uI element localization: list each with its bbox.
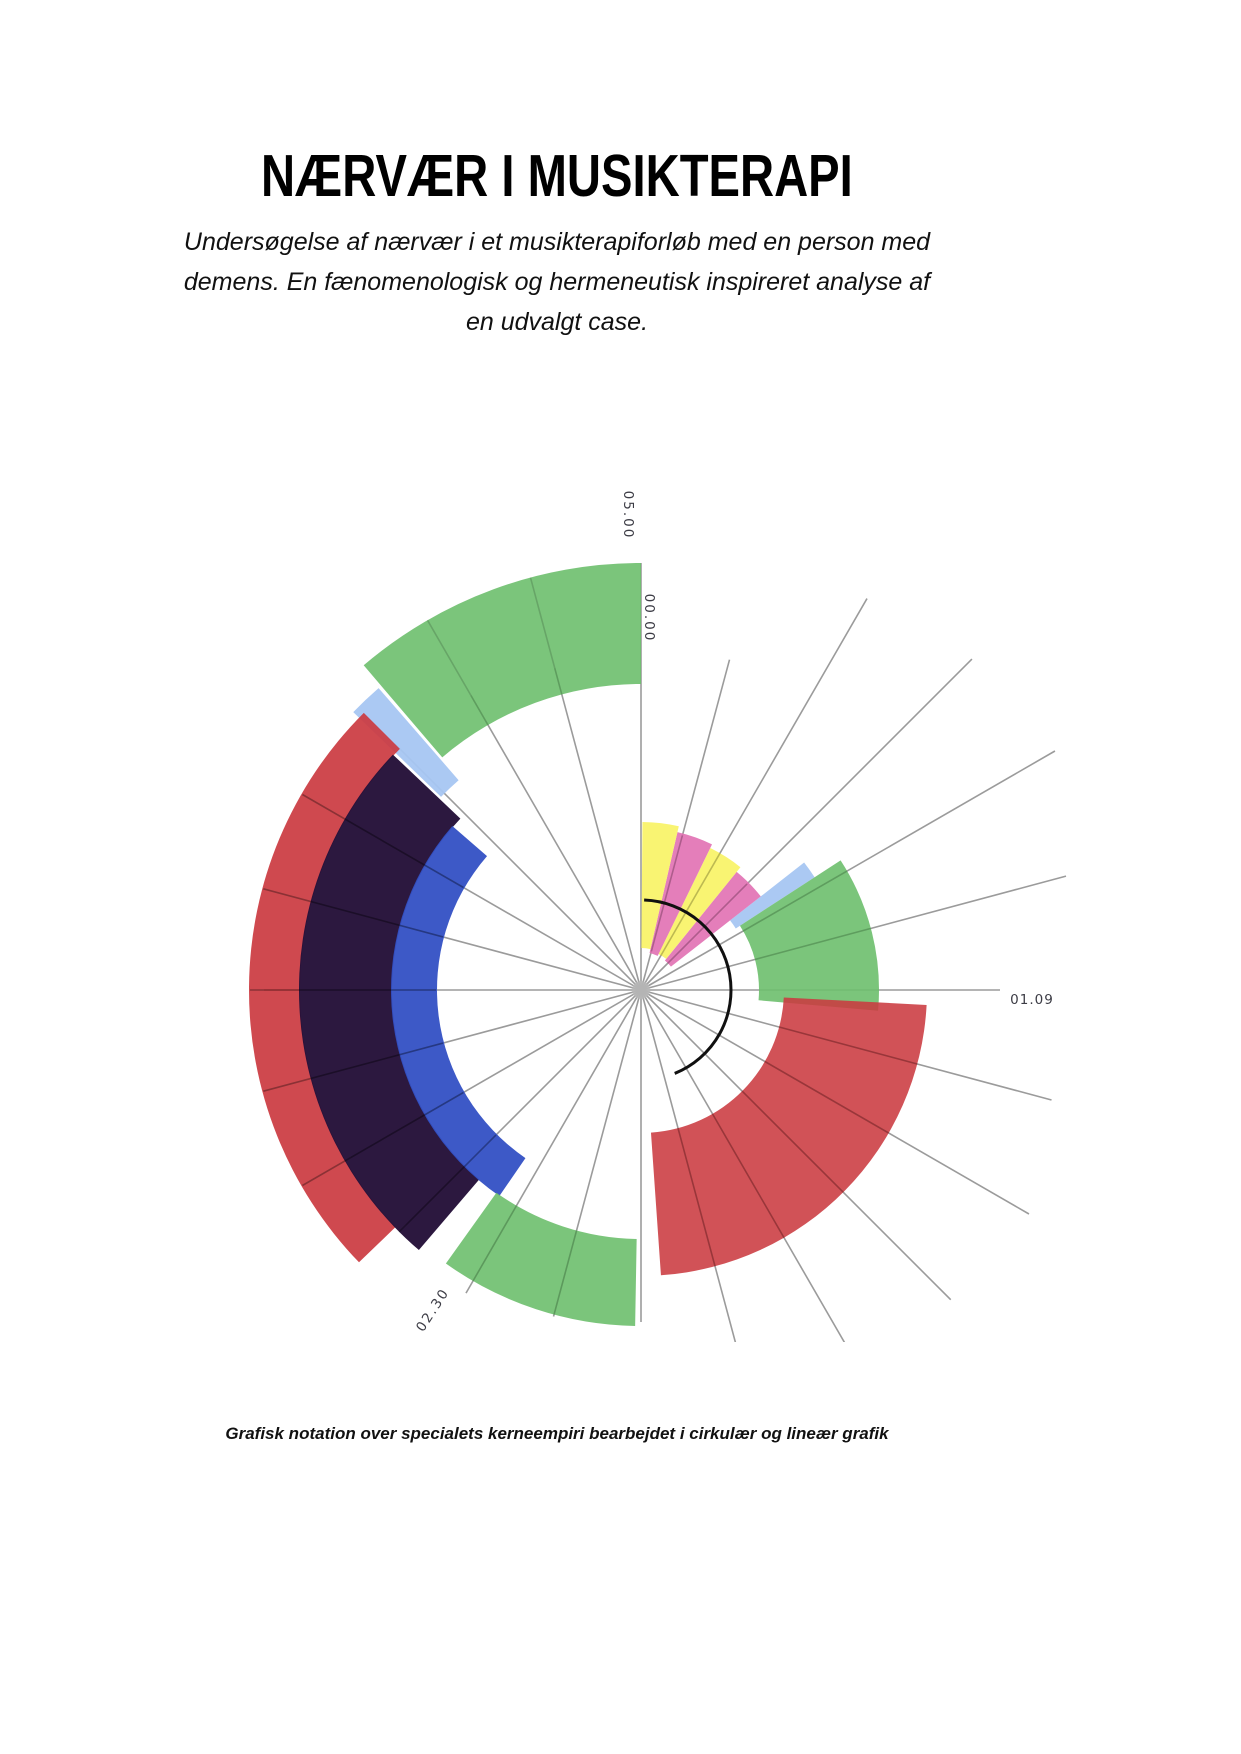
- time-label-01.09: 01.09: [1010, 992, 1054, 1008]
- segment-pink-wedge-2: [664, 871, 761, 967]
- band-divider-30: [660, 852, 721, 956]
- subtitle-line-3: en udvalgt case.: [465, 308, 649, 336]
- band-divider-240: [301, 1091, 464, 1187]
- band-divider-285: [263, 888, 444, 938]
- segment-lightblue-strip-right: [730, 862, 815, 929]
- segment-green-arc-right: [739, 860, 879, 1011]
- band-divider-195: [553, 1230, 578, 1315]
- band-divider-330: [426, 619, 489, 726]
- page-subtitle: Undersøgelse af nærvær i et musikterapif…: [0, 222, 1114, 342]
- segment-pink-wedge-1: [649, 832, 713, 956]
- time-label-02.30: 02.30: [413, 1285, 453, 1335]
- segment-navy-arc-left: [298, 754, 480, 1251]
- band-divider-150: [711, 1113, 785, 1239]
- chart-svg: 05.00 00.00 01.09 02.30: [248, 491, 1067, 1369]
- band-divider-75: [754, 927, 872, 961]
- circular-notation-chart: 05.00 00.00 01.09 02.30: [0, 430, 1241, 1369]
- page-title-text: NÆRVÆR I MUSIKTERAPI: [261, 143, 853, 209]
- band-divider-210: [472, 1205, 518, 1282]
- segment-yellow-wedge-2: [658, 847, 741, 959]
- band-divider-165: [677, 1127, 716, 1267]
- spoke-345: [554, 668, 642, 991]
- segment-green-arc-bottom: [445, 1192, 637, 1326]
- figure-caption: Grafisk notation over specialets kerneem…: [225, 1424, 889, 1443]
- segment-red-arc-bottom-right: [650, 997, 927, 1276]
- black-arc: [644, 898, 733, 1075]
- band-divider-135: [741, 1090, 844, 1193]
- band-divider-60: [742, 870, 848, 932]
- segment-green-arc-top-left: [363, 563, 641, 758]
- band-divider-120: [764, 1060, 890, 1134]
- hub-dot: [632, 981, 650, 999]
- band-divider-105: [778, 1026, 918, 1065]
- band-divider-225: [398, 1134, 497, 1233]
- subtitle-line-2: demens. En fænomenologisk og hermeneutis…: [183, 268, 931, 296]
- segment-royalblue-arc-left: [390, 825, 526, 1197]
- band-divider-300: [301, 793, 464, 889]
- segment-lightblue-strip-upper-left: [353, 688, 459, 797]
- band-divider-45: [667, 883, 748, 964]
- time-label-00.00: 00.00: [641, 594, 657, 643]
- spoke-330: [470, 695, 642, 991]
- band-divider-15: [650, 835, 684, 952]
- band-divider-345: [529, 577, 563, 695]
- segment-red-arc-left: [248, 712, 400, 1263]
- spoke-60: [640, 750, 1056, 991]
- page-title: NÆRVÆR I MUSIKTERAPI: [0, 142, 1114, 210]
- band-divider-255: [263, 1042, 444, 1092]
- segment-yellow-wedge-1: [641, 822, 679, 950]
- time-label-05.00: 05.00: [620, 491, 636, 540]
- subtitle-line-1: Undersøgelse af nærvær i et musikterapif…: [183, 228, 931, 256]
